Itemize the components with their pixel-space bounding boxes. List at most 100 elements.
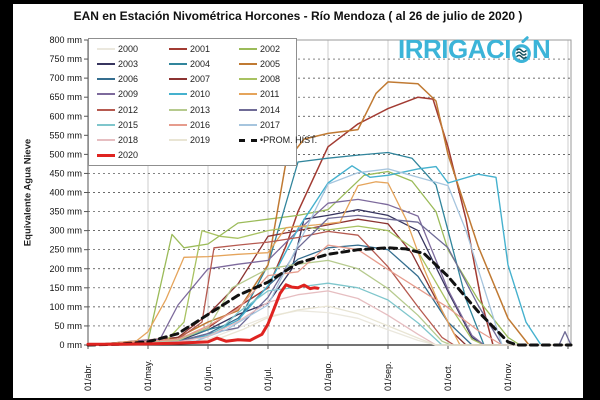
legend-swatch: [97, 78, 115, 81]
legend-swatch: [239, 123, 257, 126]
legend-label: 2020: [118, 150, 139, 161]
y-tick-label: 50 mm: [54, 321, 82, 331]
legend-item: 2017: [239, 120, 317, 130]
legend-swatch: [169, 47, 187, 50]
legend-label: 2017: [260, 119, 281, 130]
legend-label: 2000: [118, 43, 139, 54]
legend-label: 2002: [260, 43, 281, 54]
series-line-2002: [87, 170, 569, 346]
legend-swatch: [169, 139, 187, 142]
series-line-2012: [87, 230, 569, 346]
legend-label: 2009: [118, 89, 139, 100]
y-tick-label: 200 mm: [49, 264, 82, 274]
series-line-2000: [87, 310, 569, 346]
legend-label: •PROM. HIST.: [260, 135, 318, 146]
y-tick-label: 750 mm: [49, 54, 82, 64]
series-line-2016: [87, 244, 569, 346]
series-line-2008: [87, 225, 569, 346]
logo-text-right: N: [532, 33, 551, 64]
series-line-2005: [87, 81, 569, 346]
series-line-2015: [87, 282, 569, 346]
chart-title: EAN en Estación Nivométrica Horcones - R…: [73, 9, 523, 23]
y-tick-label: 150 mm: [49, 283, 82, 293]
legend-swatch: [239, 108, 257, 111]
legend-item: 2000: [97, 44, 169, 54]
legend-item: 2014: [239, 105, 317, 115]
x-tick-label: 01/sep.: [383, 361, 393, 391]
y-tick-label: 350 mm: [49, 207, 82, 217]
x-tick-label: 01/abr.: [83, 363, 93, 391]
y-tick-label: 800 mm: [49, 35, 82, 45]
y-tick-label: 650 mm: [49, 92, 82, 102]
legend-swatch: [239, 78, 257, 81]
legend-swatch: [169, 123, 187, 126]
legend-swatch: [97, 47, 115, 50]
legend-label: 2003: [118, 58, 139, 69]
series-line-prom-hist-: [86, 246, 573, 347]
logo-o-wave-icon: [512, 35, 531, 63]
x-tick-label: 01/may.: [143, 360, 153, 391]
x-tick-label: 01/jun.: [203, 364, 213, 391]
legend-swatch: [239, 93, 257, 96]
y-tick-label: 100 mm: [49, 302, 82, 312]
series-line-2011: [87, 181, 569, 346]
series-line-2020: [86, 283, 320, 346]
legend-swatch: [169, 62, 187, 65]
y-tick-label: 300 mm: [49, 226, 82, 236]
legend-item: 2004: [169, 59, 239, 69]
legend-item: 2019: [169, 135, 239, 145]
legend-label: 2004: [190, 58, 211, 69]
legend-swatch: [97, 93, 115, 96]
legend-swatch: [169, 108, 187, 111]
legend-item: 2006: [97, 74, 169, 84]
legend-label: 2013: [190, 104, 211, 115]
series-line-2018: [87, 290, 569, 346]
legend-swatch: [97, 139, 115, 142]
legend-label: 2005: [260, 58, 281, 69]
legend-item: 2009: [97, 89, 169, 99]
legend-swatch: [97, 153, 115, 157]
y-tick-label: 400 mm: [49, 188, 82, 198]
legend-label: 2015: [118, 119, 139, 130]
y-tick-label: 600 mm: [49, 111, 82, 121]
y-tick-label: 550 mm: [49, 130, 82, 140]
series-line-2017: [87, 168, 569, 346]
series-line-2013: [87, 259, 569, 346]
y-tick-label: 250 mm: [49, 245, 82, 255]
legend-label: 2007: [190, 74, 211, 85]
legend-item: 2007: [169, 74, 239, 84]
legend-item: 2002: [239, 44, 317, 54]
legend-label: 2016: [190, 119, 211, 130]
series-line-2010: [87, 165, 569, 346]
legend-item: 2010: [169, 89, 239, 99]
legend-item: 2011: [239, 89, 317, 99]
chart-legend: 2000 2001 2002 2003 2004 2005 2006 2007 2008 2009…: [88, 38, 317, 166]
legend-item: 2012: [97, 105, 169, 115]
irrigacion-logo: IRRIGACI N: [398, 33, 551, 65]
legend-item: 2005: [239, 59, 317, 69]
series-line-2003: [87, 209, 569, 346]
legend-label: 2018: [118, 135, 139, 146]
legend-label: 2014: [260, 104, 281, 115]
legend-item: 2018: [97, 135, 169, 145]
legend-swatch: [169, 93, 187, 96]
legend-item: 2013: [169, 105, 239, 115]
y-axis-title: Equivalente Agua Nieve: [22, 138, 34, 247]
legend-swatch: [239, 62, 257, 65]
y-tick-label: 450 mm: [49, 168, 82, 178]
logo-text-left: IRRIGACI: [398, 33, 512, 64]
x-tick-label: 01/nov.: [503, 362, 513, 391]
y-tick-label: 0 mm: [60, 340, 83, 350]
legend-label: 2019: [190, 135, 211, 146]
legend-swatch: [97, 62, 115, 65]
y-tick-label: 700 mm: [49, 73, 82, 83]
legend-item: 2020: [97, 150, 169, 160]
legend-item: •PROM. HIST.: [239, 135, 317, 145]
legend-item: 2001: [169, 44, 239, 54]
x-tick-label: 01/ago.: [323, 361, 333, 391]
legend-label: 2006: [118, 74, 139, 85]
x-tick-label: 01/jul.: [263, 367, 273, 391]
legend-item: 2003: [97, 59, 169, 69]
legend-label: 2008: [260, 74, 281, 85]
legend-item: 2008: [239, 74, 317, 84]
